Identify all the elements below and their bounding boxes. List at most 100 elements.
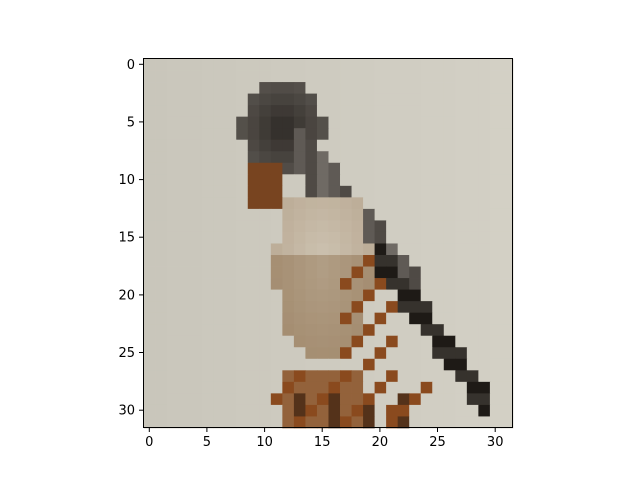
image-pixel bbox=[144, 312, 156, 325]
x-tick: 20 bbox=[372, 428, 388, 450]
image-pixel bbox=[155, 185, 168, 198]
image-pixel bbox=[374, 105, 387, 118]
image-pixel bbox=[374, 358, 387, 371]
image-pixel bbox=[247, 312, 260, 325]
image-pixel bbox=[293, 289, 306, 302]
image-pixel bbox=[293, 416, 306, 429]
image-pixel bbox=[316, 289, 329, 302]
image-pixel bbox=[363, 301, 375, 314]
image-pixel bbox=[432, 70, 445, 83]
image-pixel bbox=[328, 151, 341, 164]
image-pixel bbox=[247, 243, 260, 256]
image-pixel bbox=[420, 139, 433, 152]
image-pixel bbox=[386, 82, 399, 94]
image-pixel bbox=[409, 82, 422, 94]
image-pixel bbox=[282, 185, 295, 198]
image-pixel bbox=[144, 301, 156, 314]
image-pixel bbox=[247, 220, 260, 233]
image-pixel bbox=[178, 404, 191, 417]
image-pixel bbox=[397, 174, 410, 187]
image-pixel bbox=[489, 174, 502, 187]
image-pixel bbox=[282, 82, 295, 94]
image-pixel bbox=[466, 324, 479, 337]
image-pixel bbox=[201, 312, 214, 325]
image-pixel bbox=[270, 358, 283, 371]
image-pixel bbox=[167, 416, 179, 429]
image-pixel bbox=[478, 59, 491, 71]
image-pixel bbox=[443, 93, 456, 106]
image-pixel bbox=[144, 208, 156, 221]
image-pixel bbox=[178, 370, 191, 383]
image-pixel bbox=[386, 174, 399, 187]
image-pixel bbox=[293, 347, 306, 360]
image-pixel bbox=[420, 370, 433, 383]
image-pixel bbox=[236, 197, 249, 210]
image-pixel bbox=[155, 220, 168, 233]
image-pixel bbox=[478, 139, 491, 152]
image-pixel bbox=[259, 370, 272, 383]
image-pixel bbox=[374, 312, 387, 325]
image-pixel bbox=[247, 301, 260, 314]
image-pixel bbox=[501, 358, 514, 371]
x-tick: 10 bbox=[256, 428, 273, 450]
image-pixel bbox=[409, 335, 422, 348]
image-pixel bbox=[351, 416, 364, 429]
image-pixel bbox=[201, 93, 214, 106]
image-pixel bbox=[316, 185, 329, 198]
image-pixel bbox=[432, 174, 445, 187]
image-pixel bbox=[259, 105, 272, 118]
image-pixel bbox=[201, 231, 214, 244]
image-pixel bbox=[374, 174, 387, 187]
image-pixel bbox=[386, 128, 399, 141]
image-pixel bbox=[190, 70, 203, 83]
image-pixel bbox=[167, 59, 179, 71]
image-pixel bbox=[190, 393, 203, 406]
image-pixel bbox=[455, 370, 468, 383]
image-pixel bbox=[305, 139, 318, 152]
image-pixel bbox=[259, 393, 272, 406]
image-pixel bbox=[420, 347, 433, 360]
image-pixel bbox=[316, 174, 329, 187]
image-pixel bbox=[328, 301, 341, 314]
image-pixel bbox=[305, 358, 318, 371]
image-pixel bbox=[190, 278, 203, 290]
image-pixel bbox=[351, 116, 364, 129]
image-pixel bbox=[305, 208, 318, 221]
image-pixel bbox=[351, 139, 364, 152]
image-pixel bbox=[340, 139, 352, 152]
image-pixel bbox=[224, 185, 237, 198]
image-pixel bbox=[213, 393, 226, 406]
image-pixel bbox=[386, 220, 399, 233]
image-pixel bbox=[386, 381, 399, 394]
image-pixel bbox=[455, 220, 468, 233]
image-pixel bbox=[420, 82, 433, 94]
image-pixel bbox=[478, 312, 491, 325]
image-pixel bbox=[478, 174, 491, 187]
image-pixel bbox=[259, 289, 272, 302]
image-pixel bbox=[247, 93, 260, 106]
image-pixel bbox=[213, 335, 226, 348]
image-pixel bbox=[386, 70, 399, 83]
image-pixel bbox=[178, 231, 191, 244]
image-pixel bbox=[213, 70, 226, 83]
image-pixel bbox=[432, 312, 445, 325]
image-pixel bbox=[316, 370, 329, 383]
image-pixel bbox=[236, 416, 249, 429]
image-pixel bbox=[409, 370, 422, 383]
image-pixel bbox=[178, 243, 191, 256]
image-pixel bbox=[397, 128, 410, 141]
image-pixel bbox=[155, 393, 168, 406]
x-tick-label: 10 bbox=[256, 435, 273, 450]
image-pixel bbox=[420, 289, 433, 302]
image-pixel bbox=[340, 335, 352, 348]
image-pixel bbox=[478, 255, 491, 267]
image-pixel bbox=[432, 416, 445, 429]
image-pixel bbox=[363, 243, 375, 256]
image-pixel bbox=[247, 197, 260, 210]
image-pixel bbox=[236, 93, 249, 106]
image-pixel bbox=[386, 416, 399, 429]
image-pixel bbox=[340, 266, 352, 279]
image-pixel bbox=[236, 301, 249, 314]
image-pixel bbox=[374, 128, 387, 141]
image-pixel bbox=[167, 162, 179, 175]
